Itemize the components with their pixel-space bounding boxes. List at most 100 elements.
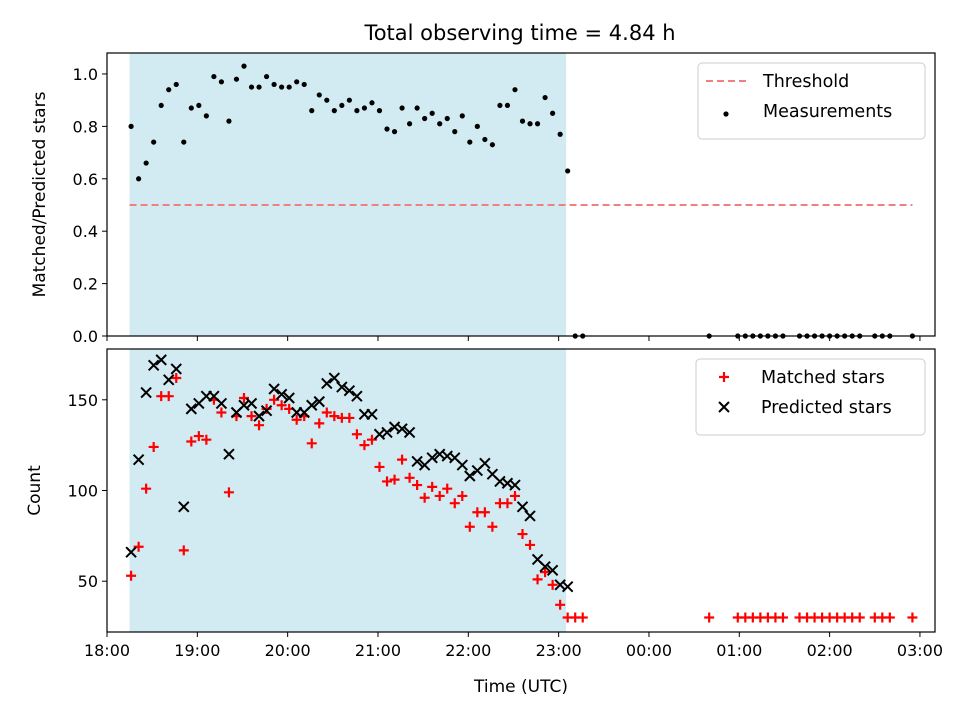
data-point xyxy=(171,373,182,384)
data-point xyxy=(201,434,212,445)
x-tick-label: 03:00 xyxy=(897,641,943,660)
x-tick-label: 20:00 xyxy=(265,641,311,660)
data-point xyxy=(561,580,574,593)
data-point xyxy=(457,490,468,501)
data-point xyxy=(188,105,194,111)
data-point xyxy=(306,438,317,449)
data-point xyxy=(512,87,518,93)
data-point xyxy=(482,136,488,143)
data-point xyxy=(525,539,536,550)
data-point xyxy=(246,411,257,422)
data-point xyxy=(546,564,559,577)
x-tick-label: 21:00 xyxy=(355,641,401,660)
legend-label: Threshold xyxy=(762,72,849,92)
legend-1: Threshold Measurements xyxy=(697,62,926,140)
data-point xyxy=(777,612,788,623)
legend-label: Measurements xyxy=(763,102,892,122)
data-point xyxy=(434,490,445,501)
data-point xyxy=(301,81,307,88)
data-point xyxy=(459,113,465,119)
data-point xyxy=(155,354,167,366)
data-point xyxy=(140,386,152,399)
data-point xyxy=(128,123,134,129)
data-point xyxy=(504,102,511,109)
data-point xyxy=(351,390,363,402)
data-point xyxy=(452,129,458,135)
data-point xyxy=(422,115,428,122)
data-point xyxy=(550,110,556,116)
data-point xyxy=(321,377,333,390)
data-point xyxy=(143,160,149,166)
data-point xyxy=(186,436,197,447)
data-point xyxy=(374,461,385,472)
data-point xyxy=(474,123,480,129)
data-point xyxy=(260,404,273,417)
data-point xyxy=(502,498,513,509)
data-point xyxy=(382,476,393,487)
data-point xyxy=(884,612,895,623)
legend-box xyxy=(695,358,926,436)
data-point xyxy=(173,81,179,88)
data-point xyxy=(397,454,408,465)
data-point xyxy=(509,490,520,501)
data-point xyxy=(577,612,588,623)
data-point xyxy=(263,73,270,80)
data-point xyxy=(411,455,423,468)
y-tick-label: 0.2 xyxy=(73,275,98,294)
data-point xyxy=(181,139,187,145)
data-point xyxy=(399,105,405,111)
data-point xyxy=(346,97,352,103)
data-point xyxy=(261,403,272,414)
data-point xyxy=(479,457,491,469)
data-point xyxy=(126,570,137,581)
data-point xyxy=(163,374,175,386)
data-point xyxy=(414,105,420,111)
data-point xyxy=(178,501,190,513)
data-point xyxy=(542,94,548,101)
data-point xyxy=(489,142,495,148)
x-tick-label: 18:00 xyxy=(84,641,130,660)
data-point xyxy=(193,431,204,442)
data-point xyxy=(253,410,265,422)
data-point xyxy=(517,529,528,540)
data-point xyxy=(163,391,174,402)
data-point xyxy=(565,168,571,174)
data-point xyxy=(279,84,285,90)
data-point xyxy=(316,92,322,98)
data-point xyxy=(532,574,543,585)
y-tick-label: 0.0 xyxy=(73,327,98,346)
data-point xyxy=(147,359,160,372)
data-point xyxy=(223,448,235,460)
data-point xyxy=(203,113,209,119)
legend-swatch xyxy=(718,401,730,413)
data-point xyxy=(313,395,325,408)
data-point xyxy=(343,385,356,397)
data-point xyxy=(509,479,521,491)
y-tick-label: 100 xyxy=(67,482,98,501)
observing-span-2 xyxy=(129,349,567,632)
data-point xyxy=(366,408,378,421)
data-point xyxy=(339,102,345,109)
data-point xyxy=(336,381,348,393)
data-point xyxy=(286,84,292,90)
data-point xyxy=(381,426,393,439)
plot-frame-1 xyxy=(106,52,936,337)
data-point xyxy=(534,121,541,127)
y-axis-label: Matched/Predicted stars xyxy=(30,91,50,297)
data-point xyxy=(361,105,368,111)
legend-swatch xyxy=(723,111,729,117)
data-point xyxy=(464,521,475,532)
data-point xyxy=(223,487,234,498)
data-point xyxy=(351,429,362,440)
data-point xyxy=(907,612,918,623)
data-point xyxy=(527,121,533,127)
series-matched-stars xyxy=(126,373,918,623)
data-point xyxy=(396,423,408,435)
y-tick-label: 1.0 xyxy=(73,65,98,84)
data-point xyxy=(704,612,715,623)
data-point xyxy=(268,383,280,395)
data-point xyxy=(479,507,490,518)
data-point xyxy=(354,108,360,114)
data-point xyxy=(306,399,318,411)
